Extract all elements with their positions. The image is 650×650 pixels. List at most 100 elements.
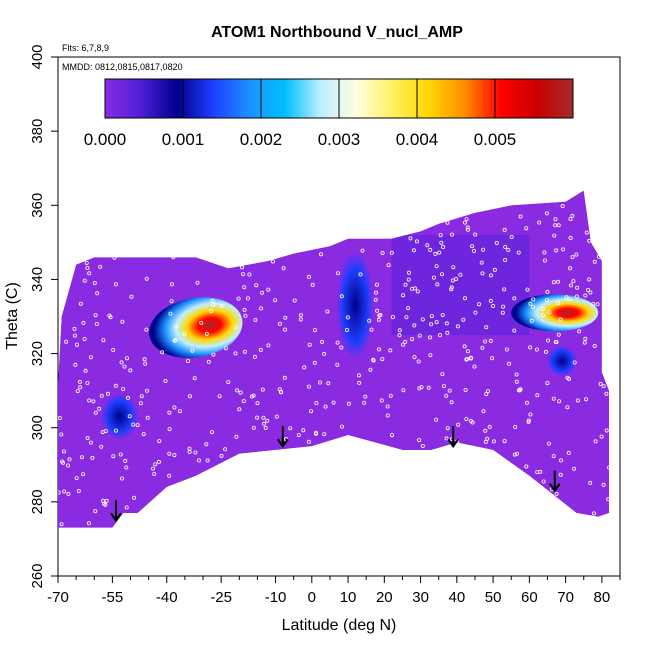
observation-point (167, 451, 172, 456)
observation-point (465, 225, 470, 230)
blob-southern-low (101, 394, 138, 439)
observation-point (531, 297, 536, 302)
observation-point (261, 415, 266, 420)
observation-point (206, 359, 211, 364)
observation-point (592, 511, 597, 516)
observation-point (564, 295, 569, 300)
observation-point (434, 320, 439, 325)
observation-point (451, 265, 456, 270)
x-axis-label: Latitude (deg N) (282, 617, 397, 634)
observation-point (458, 272, 463, 277)
observation-point (325, 309, 330, 314)
observation-point (339, 345, 344, 350)
observation-point (380, 357, 385, 362)
observation-point (193, 450, 198, 455)
observation-point (100, 430, 105, 435)
observation-point (572, 360, 577, 365)
observation-point (113, 282, 118, 287)
observation-point (235, 388, 240, 393)
observation-point (473, 232, 478, 237)
observation-point (434, 417, 439, 422)
observation-point (118, 452, 123, 457)
observation-point (317, 380, 322, 385)
observation-point (302, 365, 307, 370)
observation-point (252, 354, 257, 359)
observation-point (434, 264, 439, 269)
observation-point (187, 394, 192, 399)
observation-point (143, 361, 148, 366)
observation-point (463, 387, 468, 392)
observation-point (76, 488, 81, 493)
observation-point (270, 259, 275, 264)
observation-point (318, 252, 323, 257)
observation-point (545, 298, 550, 303)
observation-point (367, 318, 372, 323)
observation-point (298, 317, 303, 322)
y-tick-label: 360 (29, 193, 46, 218)
observation-point (545, 289, 550, 294)
observation-point (480, 271, 485, 276)
x-tick-label: -10 (265, 589, 287, 606)
observation-point (559, 458, 564, 463)
observation-point (113, 383, 118, 388)
observation-point (447, 388, 452, 393)
observation-point (484, 392, 489, 397)
observation-point (288, 426, 293, 431)
observation-point (411, 248, 416, 253)
observation-point (171, 255, 176, 260)
observation-point (577, 329, 582, 334)
observation-point (406, 277, 411, 282)
observation-point (480, 345, 485, 350)
observation-point (417, 386, 422, 391)
observation-point (593, 439, 598, 444)
observation-point (470, 244, 475, 249)
observation-point (513, 424, 518, 429)
flight-arrow (548, 470, 561, 493)
observation-point (528, 412, 533, 417)
observation-point (247, 272, 252, 277)
observation-point (88, 355, 93, 360)
observation-point (502, 439, 507, 444)
observation-point (385, 404, 390, 409)
y-tick-label: 380 (29, 119, 46, 144)
observation-point (335, 271, 340, 276)
observation-point (129, 294, 134, 299)
observation-point (410, 337, 415, 342)
observation-point (591, 301, 596, 306)
observation-point (584, 230, 589, 235)
observation-point (376, 317, 381, 322)
observation-point (265, 418, 270, 423)
observation-point (132, 495, 137, 500)
observation-point (604, 391, 609, 396)
observation-point (356, 373, 361, 378)
observation-point (121, 386, 126, 391)
observation-point (187, 449, 192, 454)
observation-point (524, 464, 529, 469)
observation-point (249, 394, 254, 399)
observation-point (524, 400, 529, 405)
observation-point (141, 432, 146, 437)
observation-point (282, 375, 287, 380)
observation-point (91, 399, 96, 404)
observation-point (476, 302, 481, 307)
observation-point (255, 401, 260, 406)
observation-point (362, 400, 367, 405)
observation-point (540, 306, 545, 311)
observation-point (462, 220, 467, 225)
observation-point (99, 393, 104, 398)
observation-point (62, 489, 67, 494)
observation-point (440, 312, 445, 317)
observation-point (210, 298, 215, 303)
observation-point (81, 472, 86, 477)
observation-point (449, 287, 454, 292)
observation-point (464, 357, 469, 362)
observation-point (512, 452, 517, 457)
observation-point (565, 405, 570, 410)
observation-point (440, 372, 445, 377)
observation-point (506, 247, 511, 252)
x-tick-label: 10 (340, 589, 357, 606)
observation-point (114, 428, 119, 433)
observation-point (526, 418, 531, 423)
observation-point (335, 362, 340, 367)
